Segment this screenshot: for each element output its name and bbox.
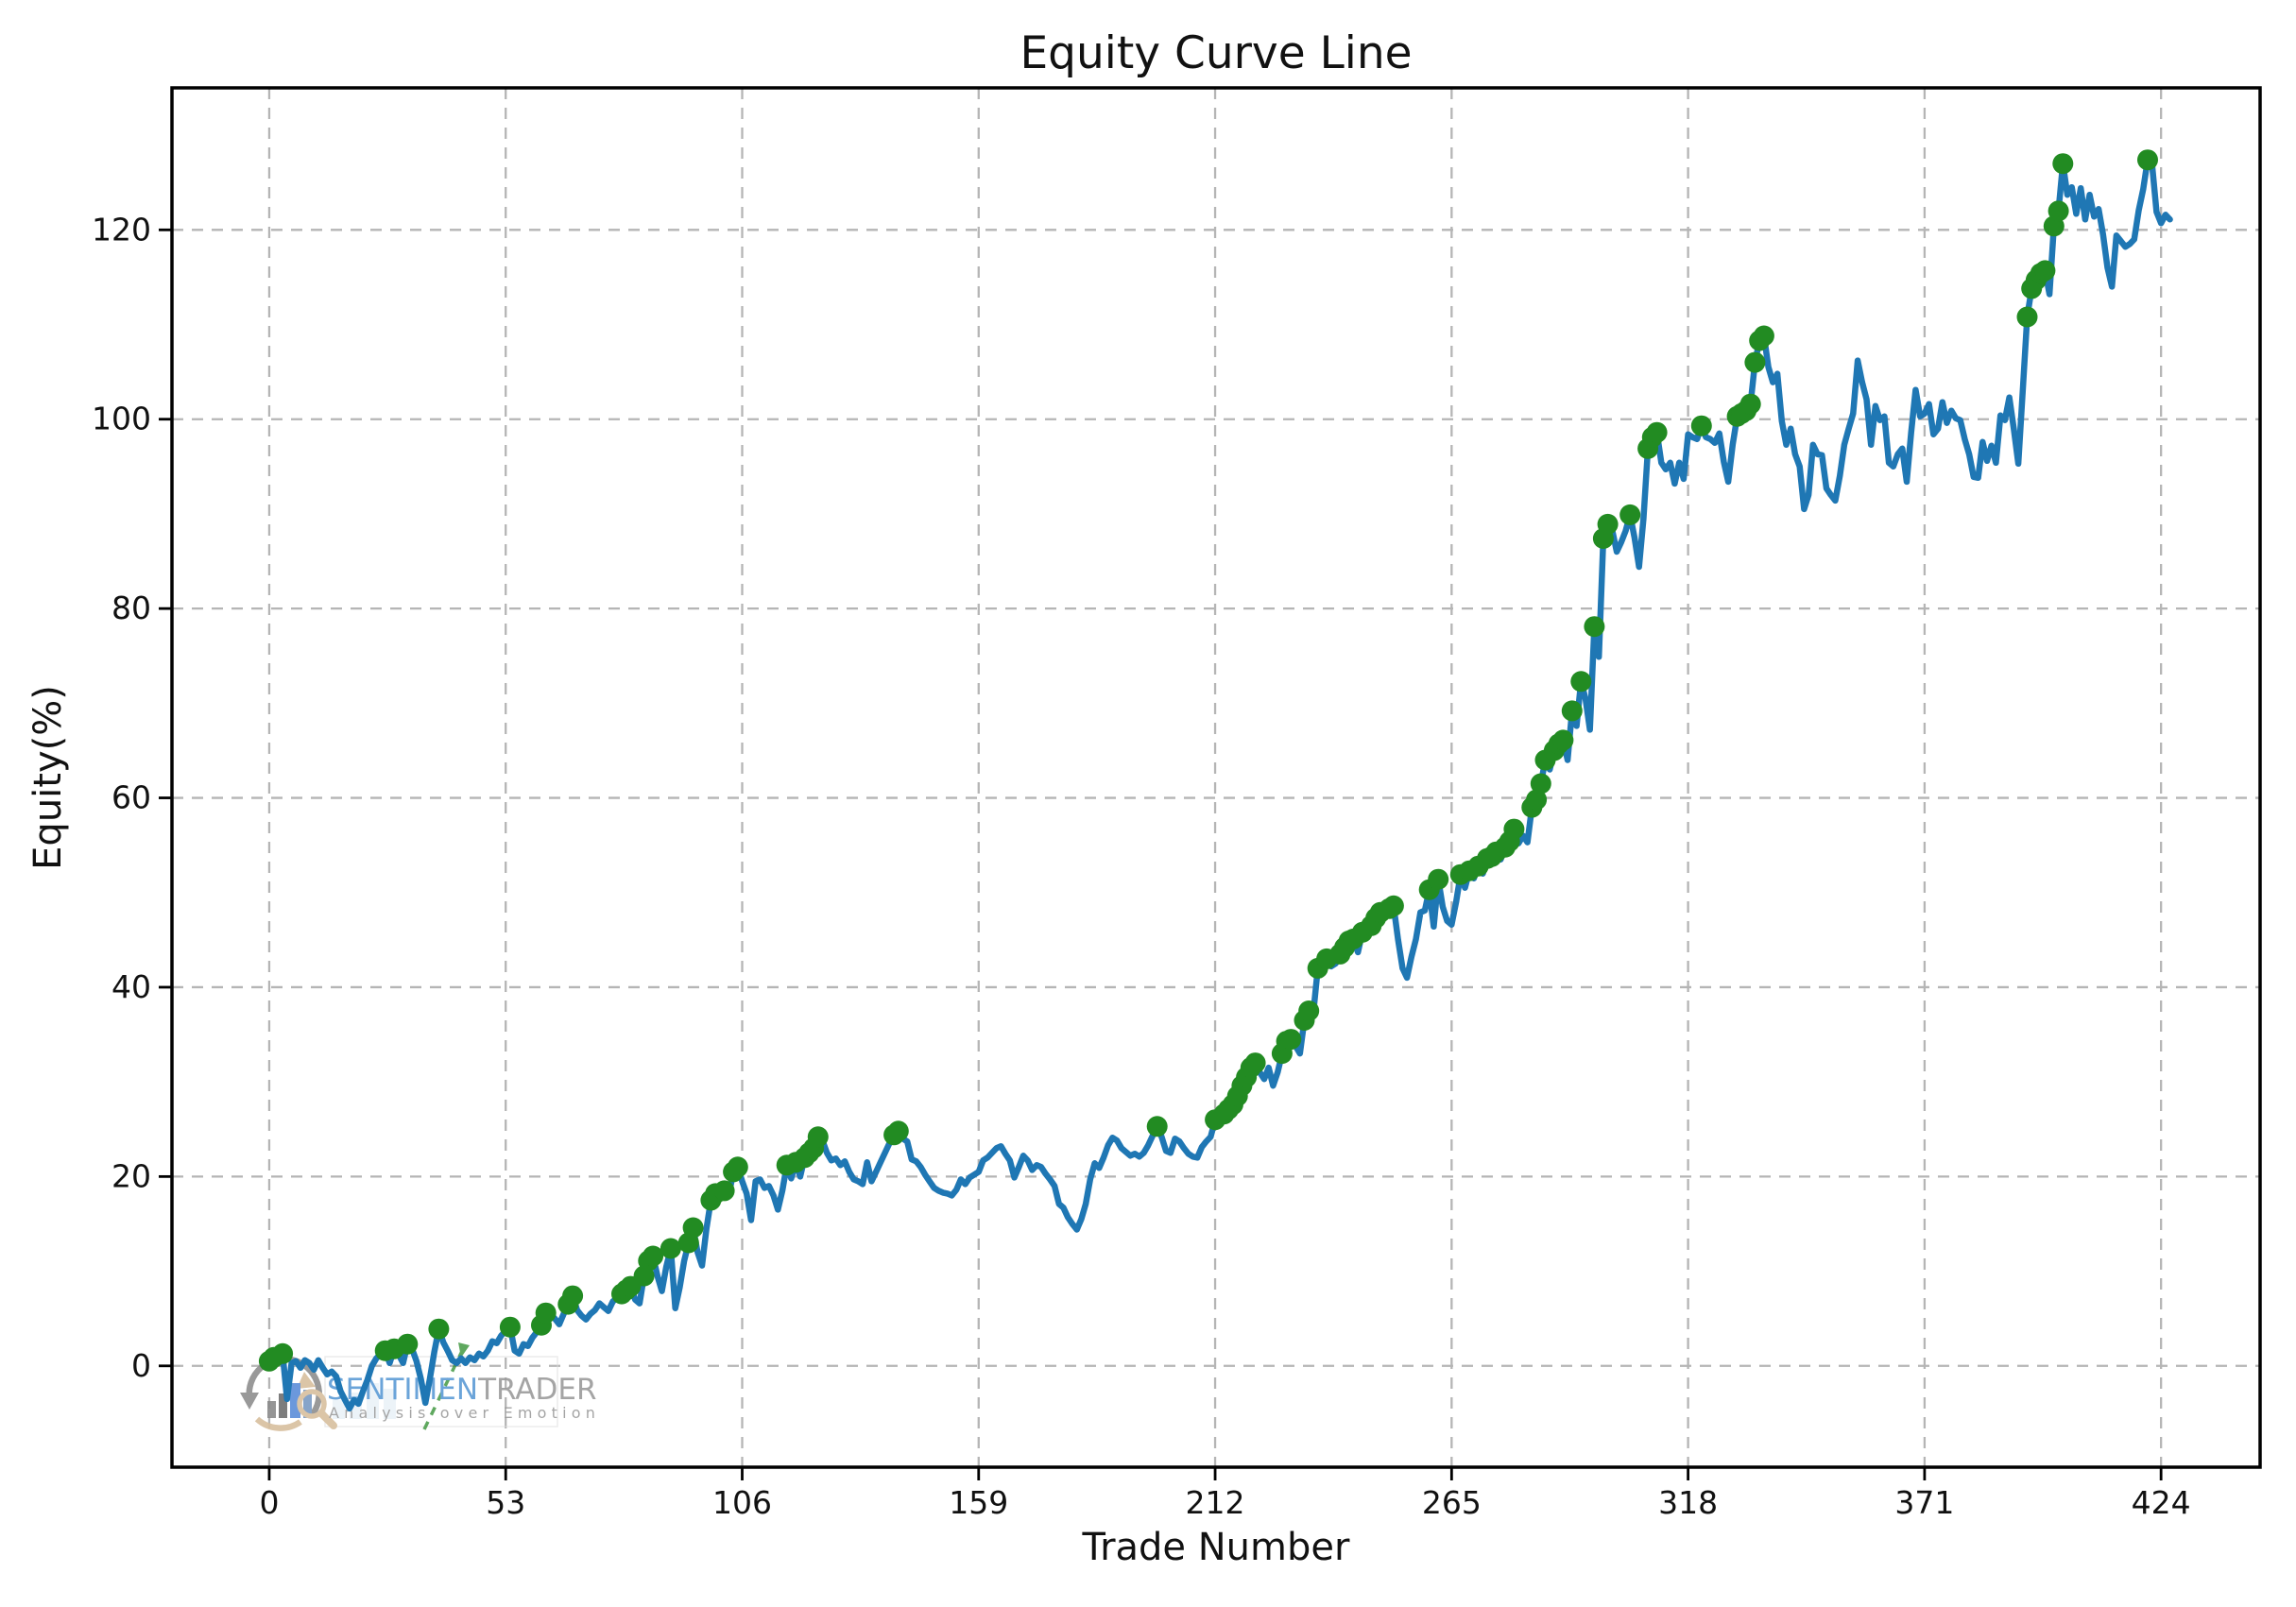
watermark-brand-blue: SENTIMEN [327, 1373, 478, 1407]
y-tick-labels: 0 20 40 60 80 100 120 [92, 211, 151, 1383]
new-high-dot [727, 1156, 748, 1178]
x-tick-label: 159 [949, 1484, 1008, 1521]
y-tick-label: 120 [92, 211, 151, 248]
y-tick-label: 20 [111, 1157, 151, 1194]
new-high-dot [272, 1342, 294, 1364]
logo-magnifier-icon [297, 1389, 337, 1429]
grid-lines [172, 88, 2260, 1467]
new-high-dot [1739, 393, 1761, 415]
new-high-dot [1584, 616, 1605, 638]
x-tick-label: 424 [2132, 1484, 2191, 1521]
new-high-dot [1526, 789, 1548, 811]
new-high-dot [1428, 868, 1449, 890]
x-tick-labels: 0 53 106 159 212 265 318 371 424 [259, 1484, 2190, 1521]
y-tick-label: 60 [111, 779, 151, 816]
new-high-dots-layer [258, 149, 2158, 1372]
y-tick-label: 40 [111, 968, 151, 1005]
new-high-dot [1280, 1029, 1302, 1051]
equity-line-layer [266, 156, 2173, 1412]
new-high-dot [397, 1333, 419, 1355]
x-tick-label: 0 [259, 1484, 279, 1521]
logo-arrowhead-beige [297, 1372, 316, 1389]
new-high-dot [1619, 504, 1641, 525]
new-high-dot [428, 1318, 450, 1340]
x-tick-label: 318 [1658, 1484, 1718, 1521]
new-high-dot [1552, 729, 1574, 751]
new-high-dot [713, 1180, 735, 1202]
tick-marks [159, 228, 2163, 1480]
watermark-brand-gray: TRADER [477, 1373, 596, 1407]
watermark-frame [324, 1356, 558, 1427]
new-high-dot [1646, 421, 1668, 443]
new-high-dot [2137, 149, 2158, 171]
new-high-dot [2034, 260, 2056, 282]
new-high-dot [535, 1302, 557, 1324]
new-high-dot [1597, 513, 1619, 535]
new-high-dot [1530, 773, 1551, 795]
new-high-dot [682, 1217, 704, 1239]
x-tick-label: 106 [712, 1484, 772, 1521]
logo-trend-arrow [422, 1342, 470, 1430]
new-high-dot [1382, 895, 1404, 916]
x-tick-label: 265 [1422, 1484, 1482, 1521]
new-high-dot [643, 1245, 664, 1267]
logo-arrowhead-gray [240, 1393, 259, 1410]
x-axis-label: Trade Number [1082, 1526, 1350, 1569]
x-tick-label: 212 [1186, 1484, 1245, 1521]
new-high-dot [1561, 700, 1583, 722]
new-high-dot [1244, 1052, 1266, 1074]
new-high-dot [2048, 200, 2069, 222]
y-tick-label: 80 [111, 590, 151, 626]
new-high-dot [660, 1238, 681, 1259]
x-tick-label: 371 [1894, 1484, 1954, 1521]
new-high-dot [499, 1316, 521, 1338]
new-high-dot [1753, 325, 1774, 347]
new-high-dot [1690, 415, 1712, 436]
new-high-dot [807, 1126, 829, 1148]
logo-circle-arrow-beige [254, 1416, 302, 1431]
new-high-dot [1503, 818, 1525, 840]
new-high-dot [1570, 671, 1592, 692]
x-tick-label: 53 [486, 1484, 525, 1521]
y-axis-label: Equity(%) [26, 685, 70, 870]
new-high-dot [1298, 1000, 1320, 1021]
y-tick-label: 100 [92, 401, 151, 437]
new-high-dot [1744, 351, 1766, 373]
new-high-dot [2052, 153, 2074, 175]
new-high-dot [887, 1120, 909, 1142]
new-high-dot [562, 1285, 584, 1307]
new-high-dot [2016, 306, 2038, 328]
logo-bar-chart-icon [267, 1383, 312, 1418]
new-high-dot [1146, 1116, 1168, 1137]
equity-line [266, 156, 2173, 1412]
watermark-tagline: Analysis over Emotion [329, 1404, 600, 1422]
y-tick-label: 0 [131, 1347, 151, 1384]
sentimentrader-logo [240, 1342, 470, 1431]
chart-title: Equity Curve Line [1019, 27, 1412, 79]
